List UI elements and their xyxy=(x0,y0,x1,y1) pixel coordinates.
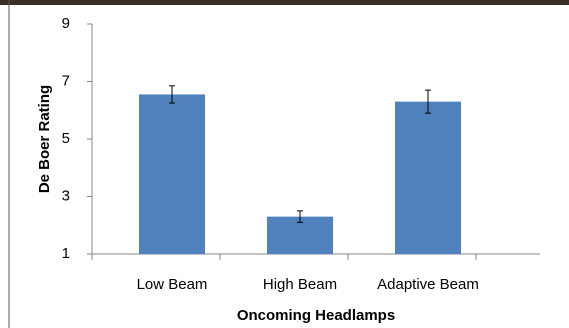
y-tick-label: 9 xyxy=(62,15,70,32)
x-tick-label: High Beam xyxy=(263,276,337,293)
x-tick-label: Adaptive Beam xyxy=(377,276,479,293)
bar xyxy=(139,94,205,254)
y-tick-label: 5 xyxy=(62,130,70,147)
page: De Boer Rating Oncoming Headlamps 1 3 5 7 9 L… xyxy=(0,0,569,328)
y-axis-title: De Boer Rating xyxy=(36,85,53,193)
y-tick-label: 1 xyxy=(62,245,70,262)
x-tick-label: Low Beam xyxy=(137,276,208,293)
top-strip xyxy=(0,0,569,5)
bar xyxy=(395,102,461,254)
chart: De Boer Rating Oncoming Headlamps 1 3 5 7 9 L… xyxy=(0,0,569,328)
y-tick-label: 3 xyxy=(62,187,70,204)
y-tick-label: 7 xyxy=(62,72,70,89)
x-axis-title: Oncoming Headlamps xyxy=(237,307,395,324)
